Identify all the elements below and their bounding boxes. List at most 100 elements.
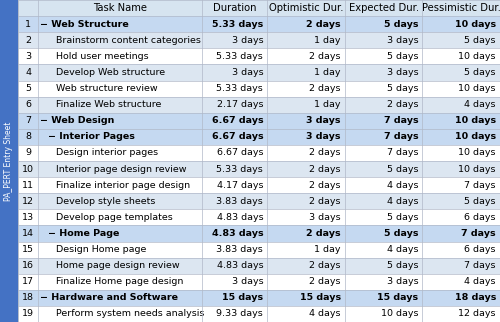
Text: 4 days: 4 days — [387, 197, 418, 206]
Bar — [267, 16, 345, 32]
Bar — [345, 242, 422, 258]
Bar — [38, 16, 202, 32]
Text: 2 days: 2 days — [310, 261, 341, 270]
Text: 5: 5 — [25, 84, 31, 93]
Text: 2 days: 2 days — [310, 148, 341, 157]
Text: 9.33 days: 9.33 days — [216, 309, 263, 318]
Text: 10 days: 10 days — [458, 165, 496, 174]
Bar — [267, 129, 345, 145]
Bar — [18, 258, 38, 274]
Bar — [422, 48, 500, 64]
Bar — [202, 177, 267, 193]
Text: 10 days: 10 days — [381, 309, 418, 318]
Bar — [202, 225, 267, 242]
Text: Finalize interior page design: Finalize interior page design — [56, 181, 190, 190]
Text: 2 days: 2 days — [387, 100, 418, 109]
Bar — [202, 113, 267, 129]
Bar — [202, 290, 267, 306]
Bar — [202, 129, 267, 145]
Text: 11: 11 — [22, 181, 34, 190]
Text: 5 days: 5 days — [464, 197, 496, 206]
Bar — [345, 225, 422, 242]
Text: 15 days: 15 days — [378, 293, 418, 302]
Bar — [202, 80, 267, 97]
Bar — [38, 161, 202, 177]
Text: 7 days: 7 days — [387, 148, 418, 157]
Text: Home page design review: Home page design review — [56, 261, 180, 270]
Bar — [345, 16, 422, 32]
Text: 5 days: 5 days — [464, 36, 496, 45]
Bar — [345, 161, 422, 177]
Bar — [422, 16, 500, 32]
Bar — [267, 209, 345, 225]
Bar — [202, 274, 267, 290]
Text: PA_PERT Entry Sheet: PA_PERT Entry Sheet — [4, 121, 14, 201]
Text: 1 day: 1 day — [314, 100, 341, 109]
Text: 7 days: 7 days — [384, 132, 418, 141]
Bar — [267, 113, 345, 129]
Text: 13: 13 — [22, 213, 34, 222]
Text: 10 days: 10 days — [458, 52, 496, 61]
Bar — [422, 161, 500, 177]
Text: 7: 7 — [25, 116, 31, 125]
Text: 6.67 days: 6.67 days — [216, 148, 263, 157]
Text: 3 days: 3 days — [232, 36, 263, 45]
Text: 3 days: 3 days — [387, 68, 418, 77]
Bar — [18, 225, 38, 242]
Bar — [422, 177, 500, 193]
Text: 2 days: 2 days — [310, 277, 341, 286]
Text: 5 days: 5 days — [387, 84, 418, 93]
Bar — [38, 306, 202, 322]
Text: 7 days: 7 days — [464, 181, 496, 190]
Bar — [202, 209, 267, 225]
Bar — [345, 193, 422, 209]
Bar — [267, 145, 345, 161]
Text: 3 days: 3 days — [232, 68, 263, 77]
Text: − Web Design: − Web Design — [40, 116, 115, 125]
Bar — [202, 145, 267, 161]
Bar — [202, 0, 267, 16]
Bar — [38, 177, 202, 193]
Text: 3 days: 3 days — [306, 132, 341, 141]
Bar — [345, 306, 422, 322]
Text: 10: 10 — [22, 165, 34, 174]
Text: Design Home page: Design Home page — [56, 245, 146, 254]
Text: 12 days: 12 days — [458, 309, 496, 318]
Bar — [267, 225, 345, 242]
Bar — [202, 64, 267, 80]
Text: 2 days: 2 days — [310, 197, 341, 206]
Text: 4 days: 4 days — [464, 100, 496, 109]
Text: Hold user meetings: Hold user meetings — [56, 52, 149, 61]
Text: Perform system needs analysis: Perform system needs analysis — [56, 309, 204, 318]
Text: − Hardware and Software: − Hardware and Software — [40, 293, 178, 302]
Bar — [18, 0, 38, 16]
Text: 17: 17 — [22, 277, 34, 286]
Text: 6: 6 — [25, 100, 31, 109]
Bar — [18, 129, 38, 145]
Text: 1 day: 1 day — [314, 68, 341, 77]
Bar — [18, 97, 38, 113]
Bar — [345, 0, 422, 16]
Bar — [422, 64, 500, 80]
Bar — [267, 290, 345, 306]
Bar — [18, 306, 38, 322]
Text: 5 days: 5 days — [387, 165, 418, 174]
Bar — [18, 64, 38, 80]
Bar — [267, 0, 345, 16]
Bar — [202, 161, 267, 177]
Text: 3 days: 3 days — [306, 116, 341, 125]
Bar — [202, 306, 267, 322]
Bar — [345, 80, 422, 97]
Bar — [38, 274, 202, 290]
Text: 6 days: 6 days — [464, 245, 496, 254]
Text: − Web Structure: − Web Structure — [40, 20, 129, 29]
Bar — [267, 193, 345, 209]
Bar — [267, 258, 345, 274]
Text: Finalize Web structure: Finalize Web structure — [56, 100, 162, 109]
Text: 10 days: 10 days — [455, 132, 496, 141]
Text: 3 days: 3 days — [309, 213, 341, 222]
Bar — [38, 145, 202, 161]
Bar — [345, 209, 422, 225]
Bar — [202, 32, 267, 48]
Text: Interior page design review: Interior page design review — [56, 165, 186, 174]
